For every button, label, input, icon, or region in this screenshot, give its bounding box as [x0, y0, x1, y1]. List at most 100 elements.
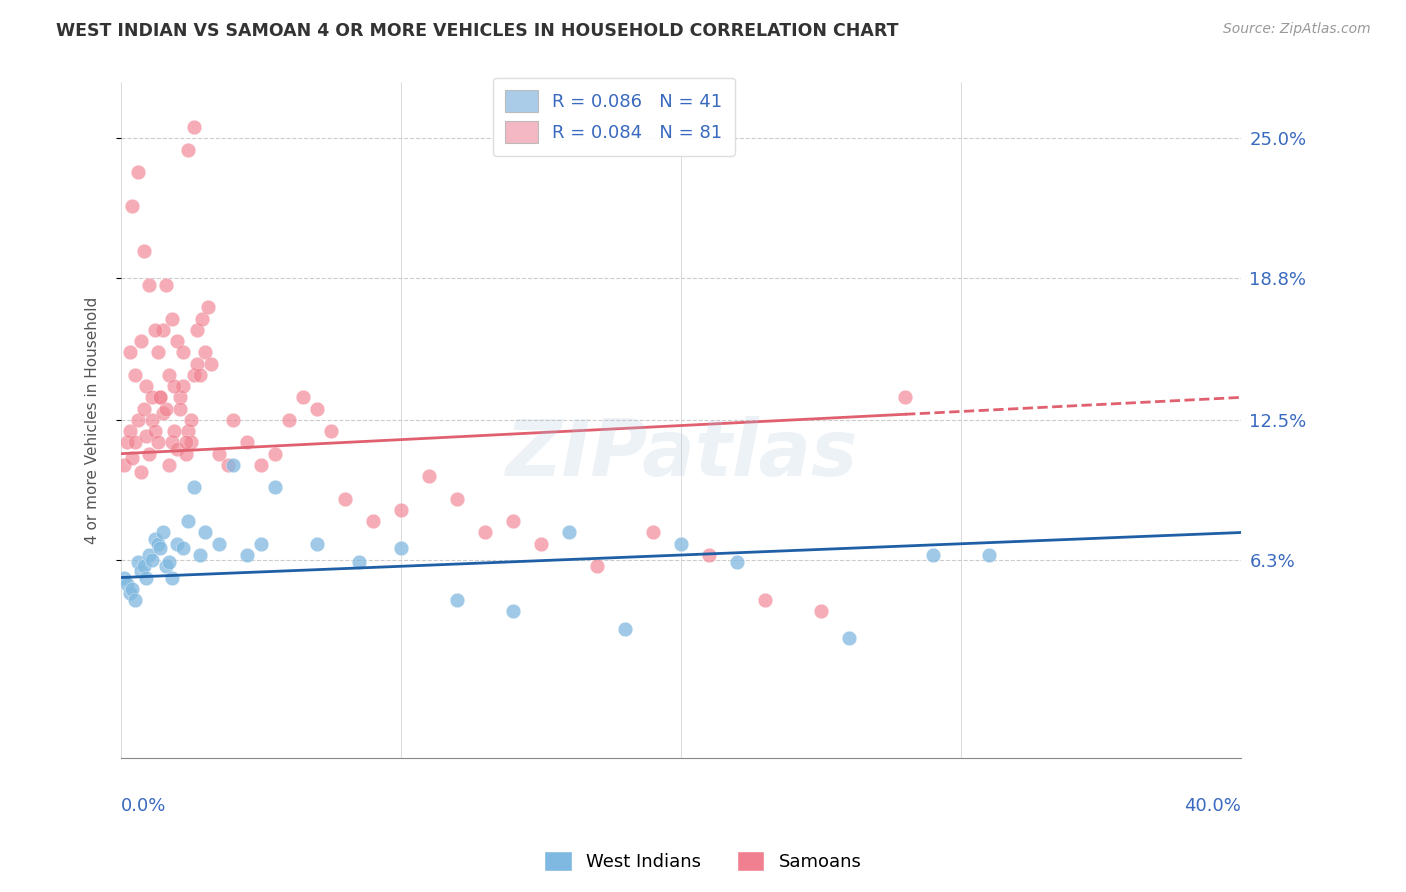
Point	[278, 413, 301, 427]
Point	[129, 465, 152, 479]
Point	[172, 379, 194, 393]
Point	[143, 533, 166, 547]
Point	[149, 391, 172, 405]
Legend: West Indians, Samoans: West Indians, Samoans	[537, 844, 869, 879]
Point	[669, 537, 692, 551]
Point	[183, 120, 205, 135]
Point	[135, 379, 157, 393]
Text: WEST INDIAN VS SAMOAN 4 OR MORE VEHICLES IN HOUSEHOLD CORRELATION CHART: WEST INDIAN VS SAMOAN 4 OR MORE VEHICLES…	[56, 22, 898, 40]
Point	[166, 334, 188, 348]
Point	[155, 401, 177, 416]
Point	[141, 391, 163, 405]
Point	[135, 428, 157, 442]
Point	[132, 401, 155, 416]
Point	[208, 537, 231, 551]
Point	[118, 345, 141, 359]
Point	[157, 368, 180, 382]
Point	[188, 548, 211, 562]
Point	[194, 345, 217, 359]
Point	[118, 586, 141, 600]
Point	[115, 435, 138, 450]
Point	[347, 555, 370, 569]
Point	[112, 570, 135, 584]
Point	[141, 552, 163, 566]
Point	[502, 514, 524, 528]
Point	[127, 555, 149, 569]
Point	[129, 564, 152, 578]
Point	[124, 593, 146, 607]
Point	[138, 277, 160, 292]
Point	[614, 623, 637, 637]
Point	[586, 559, 609, 574]
Point	[197, 301, 219, 315]
Point	[307, 401, 329, 416]
Point	[155, 277, 177, 292]
Point	[143, 424, 166, 438]
Point	[118, 424, 141, 438]
Point	[558, 525, 581, 540]
Point	[174, 447, 197, 461]
Point	[127, 165, 149, 179]
Point	[894, 391, 917, 405]
Point	[146, 537, 169, 551]
Point	[389, 503, 412, 517]
Point	[138, 548, 160, 562]
Point	[112, 458, 135, 472]
Point	[418, 469, 440, 483]
Point	[152, 323, 174, 337]
Point	[160, 570, 183, 584]
Point	[180, 413, 202, 427]
Point	[264, 447, 287, 461]
Point	[172, 345, 194, 359]
Point	[132, 244, 155, 258]
Point	[200, 357, 222, 371]
Point	[174, 435, 197, 450]
Point	[250, 458, 273, 472]
Point	[172, 541, 194, 556]
Point	[222, 413, 245, 427]
Point	[810, 604, 832, 618]
Point	[183, 368, 205, 382]
Text: Source: ZipAtlas.com: Source: ZipAtlas.com	[1223, 22, 1371, 37]
Point	[446, 491, 468, 506]
Point	[307, 537, 329, 551]
Point	[146, 435, 169, 450]
Point	[361, 514, 384, 528]
Point	[697, 548, 720, 562]
Point	[127, 413, 149, 427]
Point	[169, 391, 191, 405]
Point	[977, 548, 1000, 562]
Point	[922, 548, 945, 562]
Point	[474, 525, 496, 540]
Point	[149, 541, 172, 556]
Point	[163, 424, 186, 438]
Text: 40.0%: 40.0%	[1184, 797, 1241, 814]
Point	[115, 577, 138, 591]
Point	[160, 311, 183, 326]
Point	[157, 458, 180, 472]
Point	[141, 413, 163, 427]
Point	[177, 143, 200, 157]
Point	[166, 442, 188, 457]
Point	[124, 368, 146, 382]
Point	[121, 582, 143, 596]
Text: ZIPatlas: ZIPatlas	[505, 416, 858, 491]
Point	[217, 458, 239, 472]
Point	[155, 559, 177, 574]
Point	[754, 593, 776, 607]
Point	[264, 480, 287, 494]
Point	[138, 447, 160, 461]
Point	[157, 555, 180, 569]
Point	[180, 435, 202, 450]
Point	[186, 357, 208, 371]
Point	[186, 323, 208, 337]
Point	[177, 424, 200, 438]
Point	[146, 345, 169, 359]
Point	[250, 537, 273, 551]
Point	[152, 406, 174, 420]
Point	[446, 593, 468, 607]
Point	[389, 541, 412, 556]
Y-axis label: 4 or more Vehicles in Household: 4 or more Vehicles in Household	[86, 296, 100, 543]
Point	[160, 435, 183, 450]
Point	[121, 199, 143, 213]
